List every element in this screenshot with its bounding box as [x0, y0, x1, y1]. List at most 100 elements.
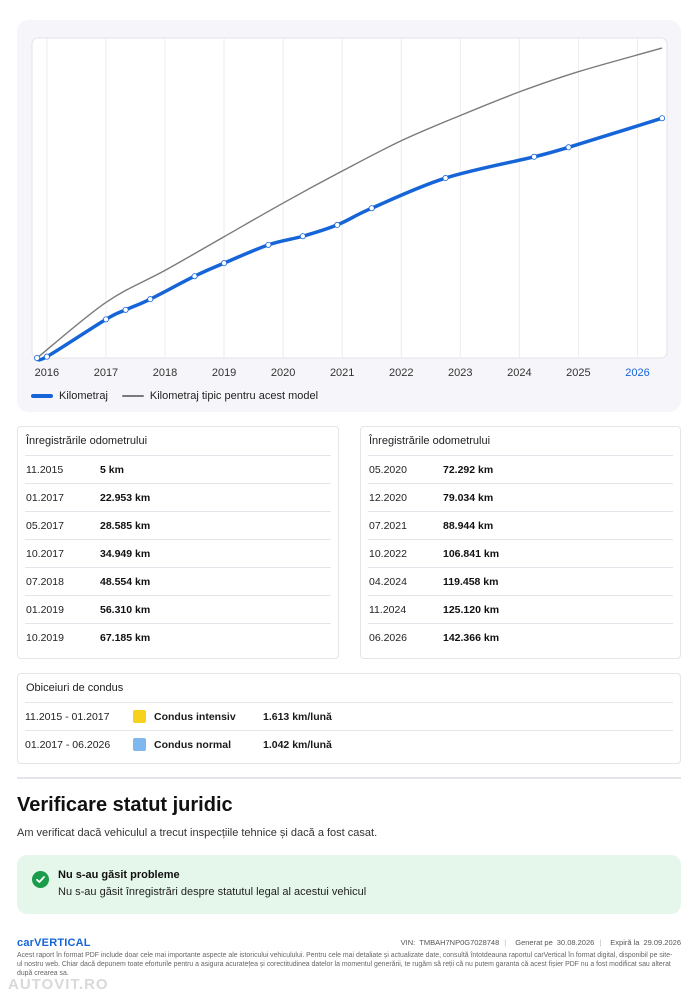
odometer-km: 34.949 km — [100, 547, 151, 560]
x-tick-label: 2021 — [330, 367, 354, 379]
mileage-point — [565, 144, 572, 151]
x-tick-label: 2024 — [507, 367, 531, 379]
odometer-row: 11.2024 125.120 km — [368, 595, 673, 623]
odometer-date: 04.2024 — [369, 575, 407, 588]
odometer-km: 22.953 km — [100, 491, 151, 504]
odometer-km: 79.034 km — [443, 491, 494, 504]
driving-habits-title: Obiceiuri de condus — [26, 682, 124, 694]
odometer-title-left: Înregistrările odometrului — [26, 435, 148, 447]
mileage-point — [34, 354, 41, 361]
mileage-point — [531, 153, 538, 160]
x-tick-label: 2017 — [94, 367, 118, 379]
check-circle-icon — [32, 871, 49, 888]
odometer-row: 01.2019 56.310 km — [25, 595, 331, 623]
odometer-date: 06.2026 — [369, 631, 407, 644]
odometer-km: 48.554 km — [100, 575, 151, 588]
driving-rate: 1.042 km/lună — [263, 738, 332, 751]
mileage-point — [122, 306, 129, 313]
odometer-km: 119.458 km — [443, 575, 499, 588]
odometer-km: 56.310 km — [100, 603, 151, 616]
vin-value: TMBAH7NP0G7028748 — [419, 938, 500, 947]
generated-date: 30.08.2026 — [556, 938, 595, 947]
meta-separator: | — [599, 938, 602, 947]
odometer-date: 07.2021 — [369, 519, 407, 532]
driving-row: 11.2015 - 01.2017 Condus intensiv 1.613 km… — [25, 702, 673, 730]
legend-label-typical: Kilometraj tipic pentru acest model — [149, 390, 319, 402]
watermark: AUTOVIT.RO — [8, 976, 109, 993]
mileage-point — [299, 233, 306, 240]
expires-label: Expiră la — [610, 938, 640, 947]
driving-type: Condus intensiv — [154, 710, 236, 723]
driving-rate: 1.613 km/lună — [263, 710, 332, 723]
checkmark-icon — [36, 876, 45, 883]
odometer-row: 01.2017 22.953 km — [25, 483, 331, 511]
odometer-km: 106.841 km — [443, 547, 500, 560]
mileage-point — [102, 316, 109, 323]
x-tick-label: 2020 — [271, 367, 295, 379]
odometer-row: 10.2017 34.949 km — [25, 539, 331, 567]
odometer-table-right: Înregistrările odometrului 05.2020 72.292… — [360, 426, 681, 659]
legend-swatch-gray — [121, 395, 144, 397]
x-tick-label: 2022 — [389, 367, 413, 379]
odometer-date: 12.2020 — [369, 491, 407, 504]
odometer-km: 67.185 km — [100, 631, 151, 644]
expires-date: 29.09.2026 — [643, 938, 681, 947]
odometer-row: 12.2020 79.034 km — [368, 483, 673, 511]
odometer-date: 10.2022 — [369, 547, 407, 560]
driving-color-swatch — [133, 710, 146, 723]
odometer-km: 28.585 km — [100, 519, 151, 532]
odometer-date: 10.2019 — [26, 631, 64, 644]
legal-section-title: Verificare statut juridic — [17, 794, 233, 816]
mileage-point — [265, 241, 272, 248]
odometer-date: 01.2019 — [26, 603, 64, 616]
x-tick-label: 2023 — [448, 367, 472, 379]
carvertical-logo: carVERTICAL — [17, 937, 91, 949]
mileage-line — [35, 116, 664, 362]
mileage-point — [191, 273, 198, 280]
legend-item-typical: Kilometraj tipic pentru acest model — [121, 390, 319, 402]
x-tick-label: 2025 — [566, 367, 590, 379]
x-tick-label: 2019 — [212, 367, 236, 379]
odometer-km: 72.292 km — [443, 463, 494, 476]
driving-period: 11.2015 - 01.2017 — [25, 710, 110, 723]
odometer-row: 10.2019 67.185 km — [25, 623, 331, 651]
legal-status-text: Nu s-au găsit înregistrări despre statut… — [58, 886, 367, 898]
odometer-title-right: Înregistrările odometrului — [369, 435, 491, 447]
odometer-row: 07.2018 48.554 km — [25, 567, 331, 595]
odometer-km: 5 km — [100, 463, 124, 476]
meta-separator: | — [504, 938, 507, 947]
odometer-row: 11.2015 5 km — [25, 455, 331, 483]
x-tick-label: 2026 — [625, 367, 649, 379]
odometer-km: 125.120 km — [443, 603, 500, 616]
odometer-date: 10.2017 — [26, 547, 64, 560]
odometer-row: 07.2021 88.944 km — [368, 511, 673, 539]
odometer-date: 11.2015 — [26, 463, 64, 476]
odometer-date: 11.2024 — [369, 603, 407, 616]
odometer-row: 10.2022 106.841 km — [368, 539, 673, 567]
typical-mileage-line — [36, 47, 663, 359]
legend-swatch-blue — [31, 394, 53, 398]
chart-legend: Kilometraj Kilometraj tipic pentru acest… — [31, 390, 332, 402]
x-tick-label: 2018 — [153, 367, 177, 379]
generated-label: Generat pe — [515, 938, 553, 947]
legal-status-box: Nu s-au găsit probleme Nu s-au găsit înr… — [17, 855, 681, 914]
mileage-point — [221, 260, 228, 267]
legend-item-kilometraj: Kilometraj — [31, 390, 108, 402]
legal-section-subtitle: Am verificat dacă vehiculul a trecut ins… — [17, 827, 378, 839]
mileage-point — [442, 175, 449, 182]
odometer-date: 07.2018 — [26, 575, 64, 588]
driving-color-swatch — [133, 738, 146, 751]
mileage-point — [659, 115, 666, 122]
odometer-date: 05.2020 — [369, 463, 407, 476]
odometer-row: 06.2026 142.366 km — [368, 623, 673, 651]
mileage-point — [43, 353, 50, 360]
legend-label-kilometraj: Kilometraj — [59, 390, 108, 402]
odometer-km: 142.366 km — [443, 631, 500, 644]
odometer-row: 04.2024 119.458 km — [368, 567, 673, 595]
odometer-table-left: Înregistrările odometrului 11.2015 5 km 01… — [17, 426, 339, 659]
report-meta: VIN: TMBAH7NP0G7028748 | Generat pe 30.0… — [397, 938, 681, 947]
mileage-point — [147, 296, 154, 303]
odometer-km: 88.944 km — [443, 519, 494, 532]
mileage-chart: 2016 2017 2018 2019 2020 2021 2022 2023 2024 2025… — [31, 37, 668, 379]
